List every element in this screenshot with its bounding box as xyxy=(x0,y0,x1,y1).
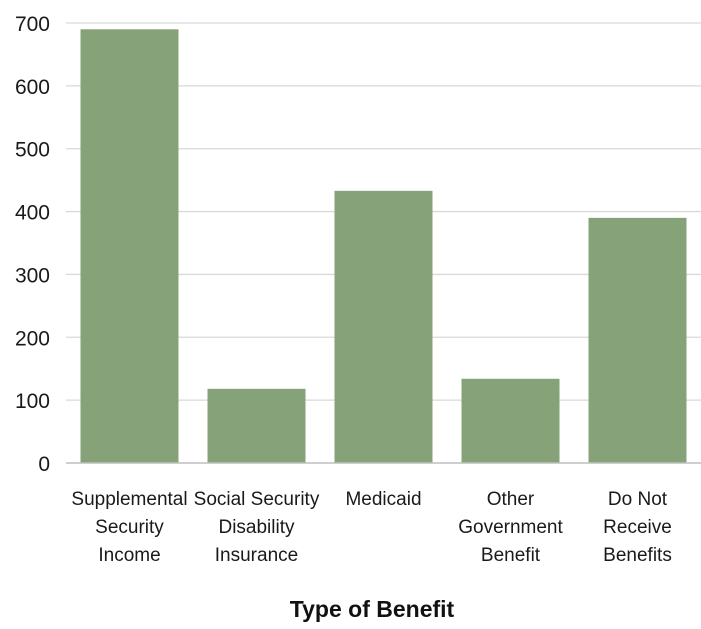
x-category-label-0-line-0: Supplemental xyxy=(71,489,187,510)
bars xyxy=(80,29,687,464)
bar-2 xyxy=(334,190,433,464)
y-tick-label-300: 300 xyxy=(15,264,50,287)
y-tick-label-600: 600 xyxy=(15,76,50,99)
x-category-label-0: Supplemental Security Income xyxy=(71,489,187,566)
x-category-label-1-line-2: Insurance xyxy=(215,545,298,566)
x-category-label-4: Do Not Receive Benefits xyxy=(603,489,672,566)
y-tick-labels: 0 100 200 300 400 500 600 700 xyxy=(15,13,50,476)
x-category-label-4-line-0: Do Not xyxy=(608,489,668,510)
x-category-label-2-line-0: Medicaid xyxy=(345,489,421,510)
y-tick-label-200: 200 xyxy=(15,327,50,350)
y-tick-label-500: 500 xyxy=(15,139,50,162)
x-category-label-1: Social Security Disability Insurance xyxy=(194,489,320,566)
x-category-label-0-line-1: Security xyxy=(95,517,164,538)
x-category-labels: Supplemental Security Income Social Securit… xyxy=(71,489,671,566)
x-category-label-3: Other Government Benefit xyxy=(458,489,563,566)
y-tick-label-400: 400 xyxy=(15,202,50,225)
bar-0 xyxy=(80,29,179,464)
bar-3 xyxy=(461,378,560,463)
x-category-label-4-line-2: Benefits xyxy=(603,545,672,566)
y-tick-label-100: 100 xyxy=(15,390,50,413)
bar-4 xyxy=(588,217,687,463)
x-category-label-3-line-2: Benefit xyxy=(481,545,541,566)
x-category-label-3-line-0: Other xyxy=(487,489,535,510)
x-category-label-1-line-1: Disability xyxy=(218,517,295,538)
x-axis-title: Type of Benefit xyxy=(290,596,455,622)
bar-1 xyxy=(207,388,306,463)
y-tick-label-0: 0 xyxy=(38,453,50,476)
y-tick-label-700: 700 xyxy=(15,13,50,36)
x-category-label-0-line-2: Income xyxy=(98,545,160,566)
x-category-label-3-line-1: Government xyxy=(458,517,563,538)
x-category-label-4-line-1: Receive xyxy=(603,517,672,538)
x-category-label-2: Medicaid xyxy=(345,489,421,510)
x-category-label-1-line-0: Social Security xyxy=(194,489,320,510)
